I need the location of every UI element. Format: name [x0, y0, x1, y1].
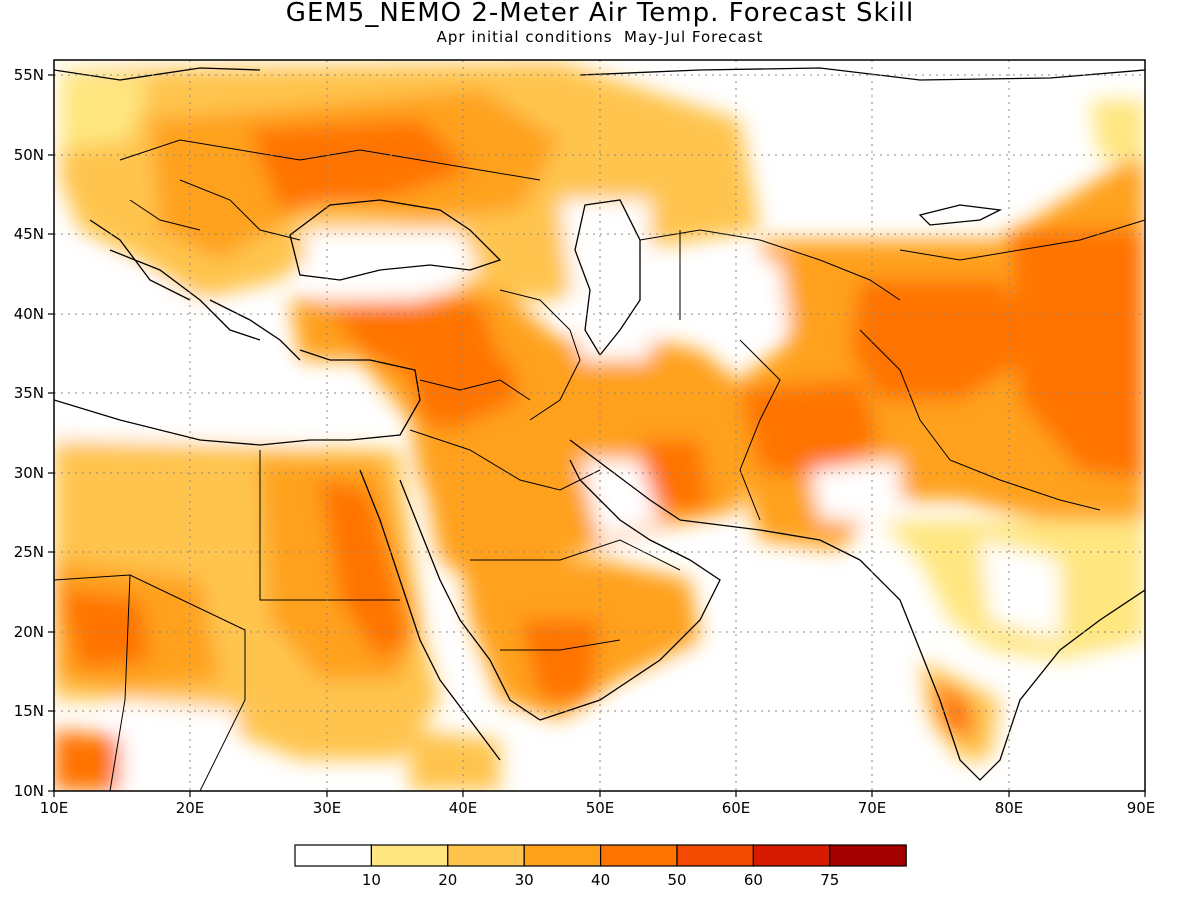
colorbar-box [829, 844, 907, 867]
colorbar-label: 75 [820, 871, 839, 889]
lat-tick-label: 15N [14, 702, 44, 720]
lat-tick-label: 45N [14, 225, 44, 243]
colorbar-label: 60 [744, 871, 763, 889]
skill-shading [54, 62, 1145, 791]
lat-tick-label: 35N [14, 384, 44, 402]
lat-tick-labels: 10N 15N 20N 25N 30N 35N 40N 45N 50N 55N [14, 66, 44, 800]
lon-tick-label: 90E [1127, 799, 1156, 817]
lon-tick-label: 80E [995, 799, 1024, 817]
colorbar-label: 20 [438, 871, 457, 889]
colorbar-box [294, 844, 373, 867]
gridlines [54, 60, 1145, 791]
colorbar-label: 30 [515, 871, 534, 889]
map-subtitle: Apr initial conditions May-Jul Forecast [436, 28, 764, 46]
axis-ticks [48, 74, 1146, 797]
lon-tick-label: 50E [586, 799, 615, 817]
colorbar-box [599, 844, 678, 867]
lon-tick-label: 10E [40, 799, 69, 817]
colorbar-label: 50 [667, 871, 686, 889]
colorbar: 10 20 30 40 50 60 75 [294, 844, 907, 889]
colorbar-label: 40 [591, 871, 610, 889]
colorbar-label: 10 [362, 871, 381, 889]
lon-tick-label: 70E [858, 799, 887, 817]
lon-tick-label: 60E [722, 799, 751, 817]
colorbar-box [752, 844, 831, 867]
colorbar-box [523, 844, 602, 867]
lat-tick-label: 40N [14, 305, 44, 323]
colorbar-box [676, 844, 755, 867]
lat-tick-label: 10N [14, 782, 44, 800]
lat-tick-label: 30N [14, 464, 44, 482]
colorbar-box [370, 844, 449, 867]
colorbar-box [447, 844, 525, 867]
lat-tick-label: 50N [14, 146, 44, 164]
lon-tick-label: 30E [313, 799, 342, 817]
lat-tick-label: 20N [14, 623, 44, 641]
lon-tick-label: 20E [176, 799, 205, 817]
lat-tick-label: 55N [14, 66, 44, 84]
coastlines [54, 67, 1145, 781]
lon-tick-labels: 10E 20E 30E 40E 50E 60E 70E 80E 90E [40, 799, 1156, 817]
map-title: GEM5_NEMO 2-Meter Air Temp. Forecast Ski… [285, 0, 915, 28]
country-borders [54, 139, 1145, 791]
lat-tick-label: 25N [14, 543, 44, 561]
lon-tick-label: 40E [449, 799, 478, 817]
